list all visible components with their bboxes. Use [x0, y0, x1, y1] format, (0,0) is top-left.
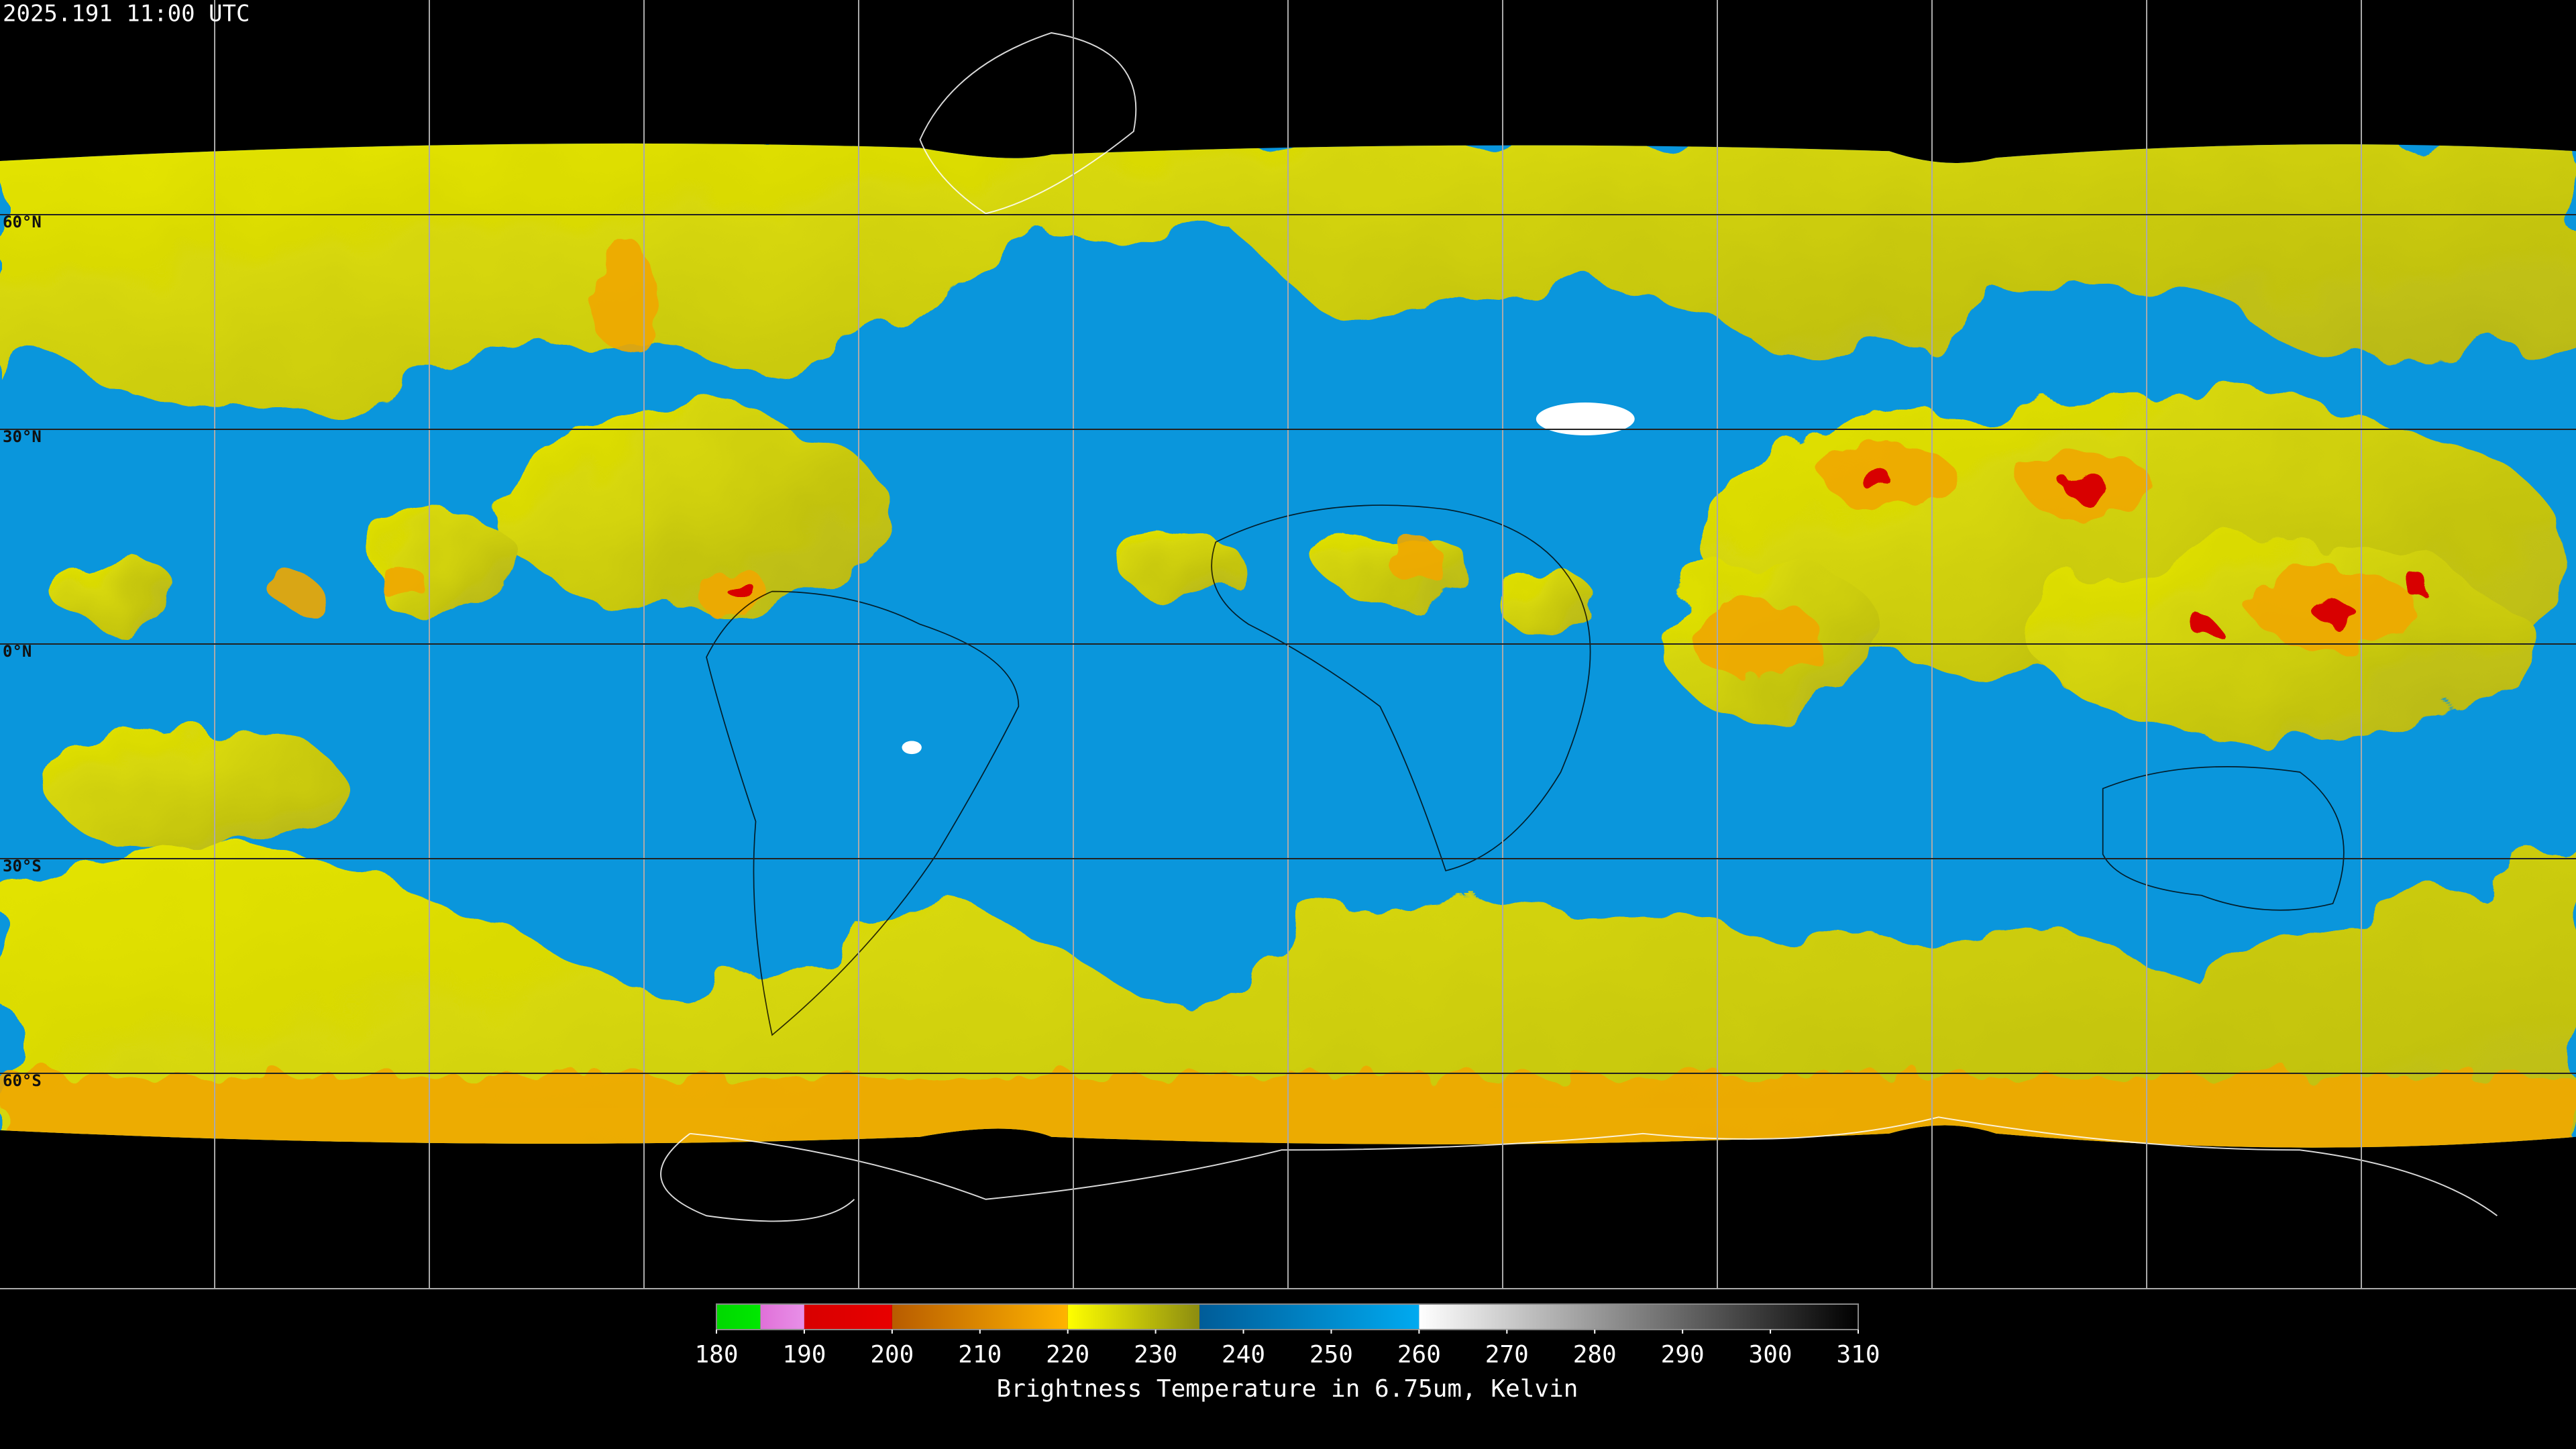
colorbar-tick-label: 260	[1397, 1341, 1441, 1368]
colorbar-tick-label: 230	[1134, 1341, 1177, 1368]
colorbar-tick-label: 270	[1485, 1341, 1529, 1368]
colorbar-tick-label: 290	[1661, 1341, 1705, 1368]
latitude-label: 30°N	[3, 427, 42, 446]
colorbar-tick-label: 240	[1222, 1341, 1265, 1368]
colorbar-tick-label: 200	[870, 1341, 914, 1368]
colorbar-frame	[716, 1303, 1859, 1330]
latitude-label: 60°N	[3, 213, 42, 231]
colorbar-tick-label: 190	[782, 1341, 826, 1368]
colorbar-segment	[804, 1304, 892, 1330]
latitude-label: 0°N	[3, 642, 32, 661]
colorbar-segment	[760, 1304, 804, 1330]
colorbar-tick-label: 220	[1046, 1341, 1089, 1368]
timestamp: 2025.191 11:00 UTC	[3, 1, 250, 28]
colorbar-label: Brightness Temperature in 6.75um, Kelvin	[997, 1375, 1578, 1403]
colorbar: 180 190 200 210 220 230 240 250 260 270 280 290 300 3…	[694, 1303, 1880, 1368]
colorbar-segment	[1199, 1304, 1419, 1330]
colorbar-tick-label: 250	[1309, 1341, 1353, 1368]
map-border	[0, 1288, 2576, 1289]
colorbar-tick-label: 310	[1836, 1341, 1880, 1368]
colorbar-segment	[716, 1304, 761, 1330]
colorbar-tick-label: 180	[694, 1341, 738, 1368]
colorbar-segment	[1067, 1304, 1200, 1330]
latitude-label: 60°S	[3, 1071, 42, 1090]
colorbar-tick-label: 300	[1749, 1341, 1792, 1368]
colorbar-segment	[892, 1304, 1068, 1330]
colorbar-tick-label: 280	[1573, 1341, 1617, 1368]
colorbar-segment	[1419, 1304, 1858, 1330]
colorbar-tick-label: 210	[958, 1341, 1002, 1368]
graticule: 60°N 30°N 0°N 30°S 60°S	[0, 0, 2576, 1289]
latitude-label: 30°S	[3, 857, 42, 875]
